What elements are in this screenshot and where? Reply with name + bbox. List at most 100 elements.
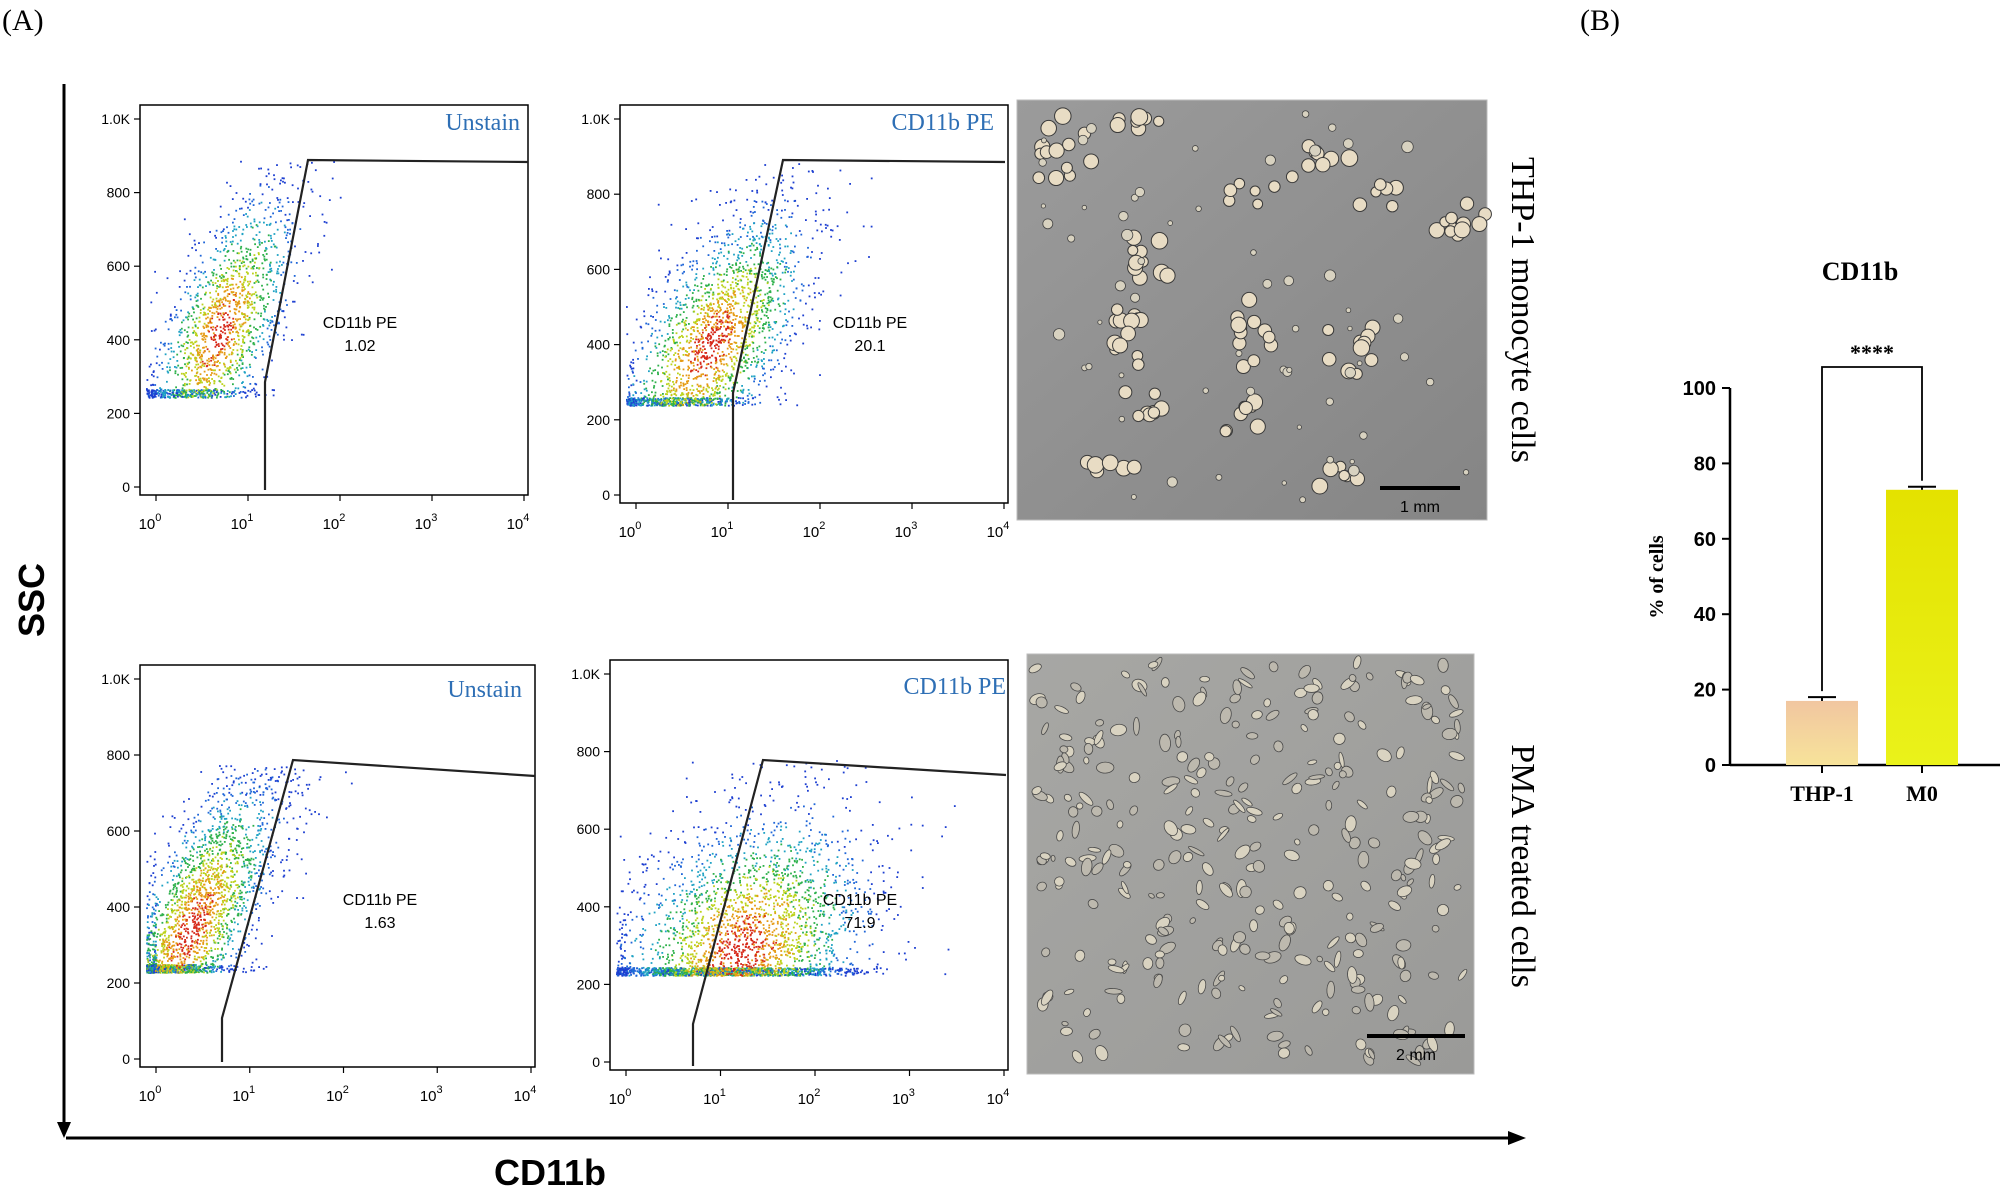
- scatter-point: [248, 332, 251, 335]
- scatter-point: [749, 280, 752, 283]
- scatter-point: [667, 319, 669, 322]
- scatter-point: [290, 166, 292, 169]
- scatter-point: [187, 904, 190, 906]
- scatter-point: [769, 326, 772, 328]
- scatter-point: [784, 339, 787, 342]
- scatter-point: [675, 381, 678, 384]
- scatter-point: [700, 323, 703, 326]
- scatter-point: [688, 399, 691, 402]
- scatter-point: [646, 401, 649, 404]
- scatter-point: [232, 293, 235, 296]
- scatter-point: [224, 822, 226, 825]
- scatter-point: [191, 353, 194, 356]
- scatter-point: [220, 348, 222, 351]
- scatter-point: [154, 863, 157, 866]
- scatter-point: [188, 368, 190, 370]
- scatter-point: [764, 164, 767, 166]
- scatter-point: [214, 338, 217, 341]
- scatter-point: [715, 266, 717, 269]
- scatter-point: [683, 321, 685, 324]
- scatter-point: [692, 395, 695, 397]
- scatter-point: [231, 826, 233, 829]
- scatter-point: [697, 401, 700, 404]
- scatter-point: [238, 783, 240, 786]
- scatter-point: [745, 299, 748, 302]
- scatter-point: [668, 377, 671, 379]
- scatter-point: [196, 299, 199, 302]
- scatter-point: [693, 326, 695, 329]
- scatter-point: [238, 328, 241, 331]
- scatter-point: [745, 261, 748, 263]
- scatter-point: [196, 344, 198, 347]
- scatter-point: [715, 403, 718, 406]
- scatter-point: [233, 965, 236, 967]
- flow-plot-frame: [619, 104, 1009, 504]
- scatter-point: [685, 387, 688, 389]
- scatter-point: [772, 281, 775, 284]
- scatter-point: [299, 166, 302, 168]
- scatter-point: [255, 234, 258, 236]
- scatter-point: [221, 851, 223, 854]
- scatter-point: [657, 364, 660, 367]
- scatter-point: [292, 280, 295, 282]
- scatter-point: [786, 200, 789, 203]
- scatter-point: [203, 346, 205, 349]
- scatter-point: [654, 329, 657, 332]
- scatter-point: [735, 400, 737, 403]
- scatter-point: [645, 387, 648, 390]
- scatter-point: [712, 402, 715, 405]
- scatter-point: [755, 364, 758, 367]
- scatter-point: [712, 380, 715, 382]
- scatter-point: [682, 348, 685, 350]
- scatter-point: [771, 297, 774, 300]
- scatter-point: [225, 357, 227, 359]
- scatter-point: [718, 320, 721, 323]
- scatter-point: [628, 386, 630, 389]
- scatter-point: [707, 363, 710, 365]
- scatter-point: [204, 338, 207, 341]
- scatter-point: [202, 346, 204, 349]
- scatter-point: [253, 306, 256, 309]
- scatter-point: [714, 390, 716, 393]
- scatter-point: [155, 940, 157, 943]
- scatter-point: [715, 366, 718, 369]
- scatter-point: [225, 278, 227, 281]
- scatter-point: [753, 237, 756, 240]
- scatter-point: [745, 361, 748, 364]
- scatter-point: [717, 300, 720, 302]
- scatter-point: [166, 370, 169, 373]
- scatter-point: [200, 771, 203, 773]
- scatter-point: [750, 364, 752, 366]
- scatter-point: [222, 230, 224, 232]
- x-tick-base: 10: [420, 1088, 437, 1105]
- scatter-point: [702, 393, 705, 395]
- y-tick-label: 800: [107, 185, 131, 201]
- scatter-point: [286, 219, 289, 222]
- scatter-point: [189, 379, 191, 382]
- scatter-point: [697, 338, 700, 341]
- scatter-point: [240, 851, 242, 853]
- scatter-point: [241, 260, 244, 263]
- scatter-point: [722, 316, 724, 319]
- scatter-point: [203, 365, 206, 367]
- scatter-point: [187, 355, 190, 358]
- scatter-point: [246, 375, 249, 378]
- scatter-point: [745, 338, 747, 341]
- scatter-point: [196, 889, 199, 892]
- scatter-point: [698, 318, 701, 320]
- scatter-point: [714, 356, 717, 359]
- scatter-point: [238, 392, 241, 394]
- scatter-point: [232, 221, 234, 224]
- scatter-point: [187, 363, 189, 365]
- scatter-point: [219, 216, 222, 218]
- scatter-point: [768, 291, 771, 293]
- scatter-point: [185, 391, 188, 394]
- scatter-point: [230, 283, 233, 286]
- scatter-point: [224, 329, 226, 331]
- scatter-point: [241, 363, 244, 365]
- scatter-point: [688, 347, 691, 349]
- scatter-point: [202, 865, 205, 867]
- scatter-point: [199, 284, 202, 287]
- scatter-point: [705, 326, 708, 328]
- scatter-point: [749, 332, 752, 335]
